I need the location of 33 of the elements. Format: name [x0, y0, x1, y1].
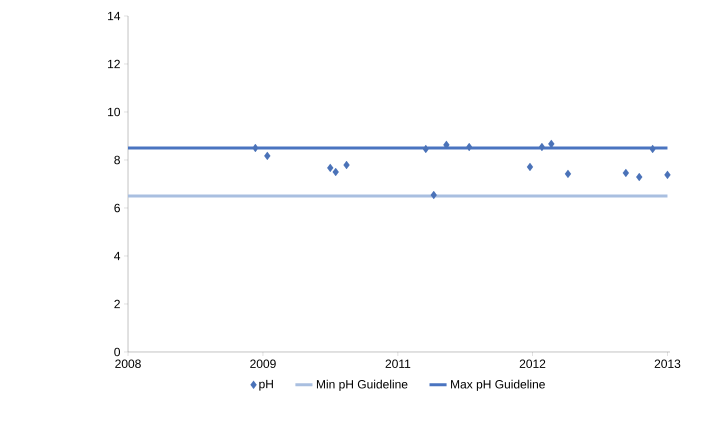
point: [443, 140, 450, 150]
y-tick-label: 8: [114, 156, 120, 164]
point: [252, 144, 259, 152]
point: [526, 162, 534, 172]
y-tick-label: 14: [108, 12, 120, 20]
point: [622, 168, 630, 178]
point: [264, 152, 271, 160]
point: [664, 170, 671, 180]
point: [332, 168, 339, 176]
point: [327, 164, 334, 172]
point: [636, 172, 642, 182]
point: [466, 142, 472, 152]
y-tick-label: 10: [108, 108, 120, 116]
x-tick-label: 2008: [115, 360, 141, 368]
y-tick-label: 4: [114, 252, 120, 260]
y-tick-label: 12: [108, 60, 120, 68]
x-tick-label: 2012: [520, 360, 546, 368]
legend-label: pH: [259, 380, 273, 391]
y-tick-label: 0: [114, 348, 120, 356]
y-tick-label: 2: [114, 300, 120, 308]
point: [649, 144, 656, 154]
point: [422, 144, 429, 154]
point: [564, 170, 572, 178]
x-tick-label: 2009: [250, 360, 276, 368]
point: [343, 160, 350, 170]
point: [548, 140, 555, 148]
legend-label: Max pH Guideline: [451, 380, 545, 391]
point: [538, 142, 546, 152]
point: [430, 190, 437, 200]
y-tick-label: 6: [114, 204, 120, 212]
legend-label: Min pH Guideline: [316, 380, 408, 391]
x-tick-label: 2013: [654, 360, 680, 368]
x-tick-label: 2011: [386, 360, 410, 368]
